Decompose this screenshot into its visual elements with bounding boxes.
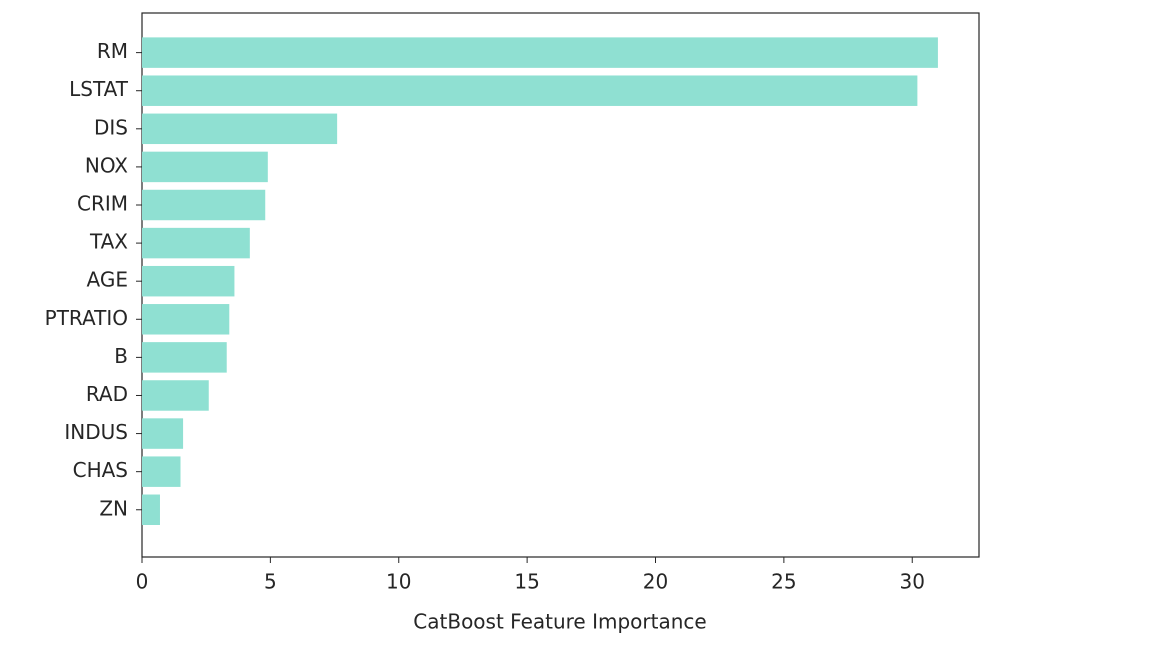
- y-tick-label: RM: [97, 39, 128, 63]
- x-axis-label: CatBoost Feature Importance: [413, 610, 706, 634]
- bar: [142, 418, 184, 449]
- bar: [142, 75, 918, 106]
- y-tick-label: CRIM: [77, 192, 128, 216]
- y-tick-label: LSTAT: [69, 77, 129, 101]
- y-tick-label: DIS: [94, 115, 128, 139]
- y-tick-label: TAX: [89, 230, 128, 254]
- bar: [142, 304, 230, 335]
- x-tick-label: 25: [771, 570, 796, 594]
- y-tick-label: ZN: [99, 496, 128, 520]
- x-tick-label: 0: [136, 570, 149, 594]
- bar: [142, 113, 338, 145]
- bar: [142, 494, 160, 525]
- bar: [142, 456, 181, 487]
- x-tick-label: 15: [514, 570, 539, 594]
- y-tick-label: B: [114, 344, 128, 368]
- y-tick-label: PTRATIO: [45, 306, 128, 330]
- y-tick-label: RAD: [86, 382, 128, 406]
- bar: [142, 151, 268, 183]
- x-tick-label: 20: [643, 570, 668, 594]
- bar: [142, 265, 235, 297]
- x-tick-label: 5: [264, 570, 277, 594]
- x-tick-label: 30: [900, 570, 925, 594]
- bar: [142, 227, 250, 259]
- bar: [142, 37, 938, 68]
- y-tick-label: NOX: [85, 153, 128, 177]
- bar: [142, 342, 227, 373]
- bar: [142, 380, 209, 411]
- bar: [142, 189, 266, 221]
- x-tick-label: 10: [386, 570, 411, 594]
- y-tick-label: INDUS: [64, 420, 128, 444]
- y-tick-label: AGE: [87, 268, 128, 292]
- y-tick-label: CHAS: [73, 458, 128, 482]
